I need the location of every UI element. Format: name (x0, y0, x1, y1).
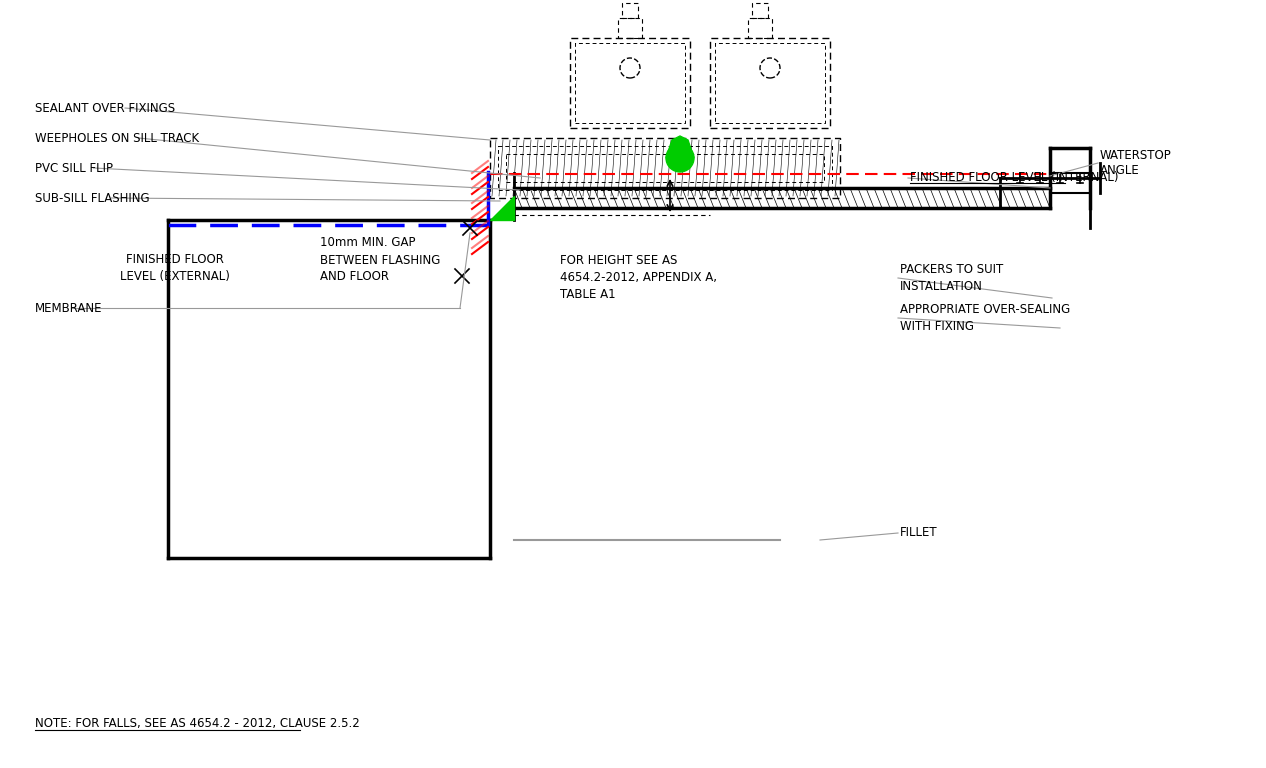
Text: APPROPRIATE OVER-SEALING
WITH FIXING: APPROPRIATE OVER-SEALING WITH FIXING (900, 303, 1070, 333)
Text: PVC SILL FLIP: PVC SILL FLIP (35, 161, 113, 174)
Text: WATERSTOP
ANGLE: WATERSTOP ANGLE (1100, 149, 1172, 177)
Text: SUB-SILL FLASHING: SUB-SILL FLASHING (35, 191, 149, 204)
Polygon shape (490, 196, 514, 220)
Text: FINISHED FLOOR LEVEL (INTERNAL): FINISHED FLOOR LEVEL (INTERNAL) (910, 171, 1118, 184)
Text: MEMBRANE: MEMBRANE (35, 302, 103, 315)
Text: SEALANT OVER FIXINGS: SEALANT OVER FIXINGS (35, 101, 175, 114)
Text: NOTE: FOR FALLS, SEE AS 4654.2 - 2012, CLAUSE 2.5.2: NOTE: FOR FALLS, SEE AS 4654.2 - 2012, C… (35, 717, 360, 730)
Polygon shape (666, 136, 694, 158)
Text: PACKERS TO SUIT
INSTALLATION: PACKERS TO SUIT INSTALLATION (900, 263, 1003, 293)
Text: FINISHED FLOOR
LEVEL (EXTERNAL): FINISHED FLOOR LEVEL (EXTERNAL) (120, 253, 230, 283)
Text: WEEPHOLES ON SILL TRACK: WEEPHOLES ON SILL TRACK (35, 131, 199, 144)
Text: FILLET: FILLET (900, 527, 938, 539)
Text: FOR HEIGHT SEE AS
4654.2-2012, APPENDIX A,
TABLE A1: FOR HEIGHT SEE AS 4654.2-2012, APPENDIX … (560, 254, 717, 302)
Text: 10mm MIN. GAP
BETWEEN FLASHING
AND FLOOR: 10mm MIN. GAP BETWEEN FLASHING AND FLOOR (320, 237, 441, 283)
Circle shape (666, 144, 694, 172)
